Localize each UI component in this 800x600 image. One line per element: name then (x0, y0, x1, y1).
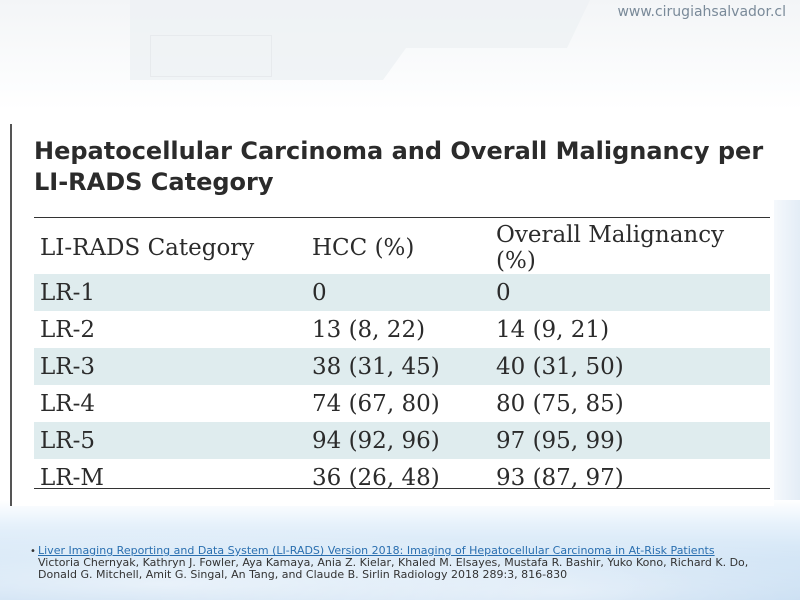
cell-malignancy: 97 (95, 99) (496, 427, 624, 454)
cell-hcc: 0 (312, 279, 327, 306)
bullet-icon: • (30, 546, 36, 557)
cell-category: LR-4 (40, 390, 95, 417)
cell-category: LR-1 (40, 279, 95, 306)
cell-malignancy: 40 (31, 50) (496, 353, 624, 380)
header-background (0, 0, 800, 110)
table-bottom-rule (34, 488, 770, 489)
cell-malignancy: 80 (75, 85) (496, 390, 624, 417)
table-title: Hepatocellular Carcinoma and Overall Mal… (34, 137, 764, 196)
decorative-shape (150, 35, 272, 77)
cell-malignancy: 0 (496, 279, 511, 306)
table-top-rule (34, 217, 770, 218)
header-hcc: HCC (%) (312, 235, 415, 261)
cell-hcc: 36 (26, 48) (312, 464, 440, 491)
reference-link[interactable]: Liver Imaging Reporting and Data System … (38, 544, 715, 557)
table-row: LR-5 94 (92, 96) 97 (95, 99) (34, 422, 770, 459)
table-row: LR-1 0 0 (34, 274, 770, 311)
cell-malignancy: 14 (9, 21) (496, 316, 610, 343)
cell-category: LR-M (40, 464, 104, 491)
cell-hcc: 13 (8, 22) (312, 316, 426, 343)
reference-authors: Victoria Chernyak, Kathryn J. Fowler, Ay… (38, 556, 749, 581)
cell-malignancy: 93 (87, 97) (496, 464, 624, 491)
lirads-table: LI-RADS Category HCC (%) Overall Maligna… (34, 222, 770, 496)
cell-category: LR-5 (40, 427, 95, 454)
table-figure: Hepatocellular Carcinoma and Overall Mal… (10, 124, 774, 506)
cell-category: LR-2 (40, 316, 95, 343)
decorative-wave (0, 520, 800, 600)
reference-citation: Liver Imaging Reporting and Data System … (38, 545, 778, 581)
table-row: LR-3 38 (31, 45) 40 (31, 50) (34, 348, 770, 385)
cell-hcc: 74 (67, 80) (312, 390, 440, 417)
table-row: LR-4 74 (67, 80) 80 (75, 85) (34, 385, 770, 422)
cell-category: LR-3 (40, 353, 95, 380)
table-row: LR-M 36 (26, 48) 93 (87, 97) (34, 459, 770, 496)
header-malignancy: Overall Malignancy (%) (496, 222, 725, 274)
cell-hcc: 94 (92, 96) (312, 427, 440, 454)
table-header-row: LI-RADS Category HCC (%) Overall Maligna… (34, 222, 770, 274)
table-row: LR-2 13 (8, 22) 14 (9, 21) (34, 311, 770, 348)
cell-hcc: 38 (31, 45) (312, 353, 440, 380)
footer-background (0, 500, 800, 600)
site-url: www.cirugiahsalvador.cl (617, 4, 786, 20)
header-category: LI-RADS Category (40, 235, 255, 261)
